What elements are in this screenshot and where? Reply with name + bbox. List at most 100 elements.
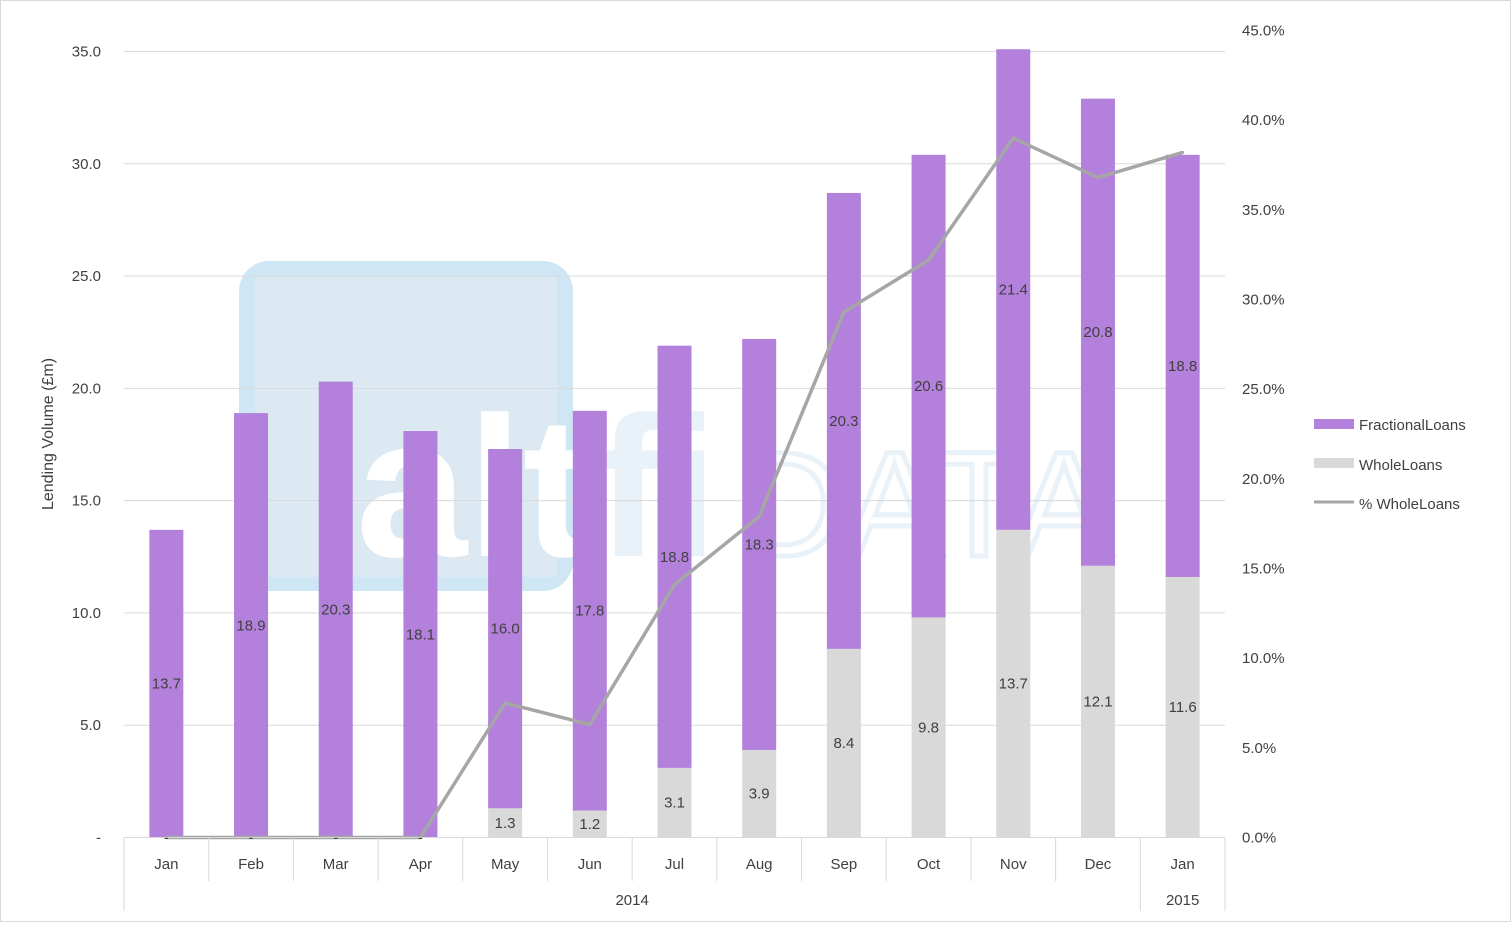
line-point-pct-wholeloans (927, 258, 931, 262)
y2-tick-label: 5.0% (1242, 740, 1276, 757)
bar-fractionalloans (149, 529, 184, 838)
y2-tick-label: 25.0% (1242, 381, 1285, 398)
x-tick-label: Jan (1171, 856, 1195, 873)
y-tick-label: 5.0 (80, 717, 101, 734)
bar-fractionalloans (1165, 154, 1200, 577)
bar-fractionalloans (403, 431, 438, 838)
bar-wholeloans (1080, 565, 1115, 838)
data-label-wholeloans: 1.2 (579, 816, 600, 833)
bar-fractionalloans (234, 413, 269, 838)
bar-wholeloans (1165, 576, 1200, 838)
x-tick-label: Aug (746, 856, 773, 873)
bar-wholeloans (572, 810, 607, 838)
legend-label-pct-whole: % WholeLoans (1359, 496, 1460, 513)
data-label-fractionalloans: 18.8 (1168, 358, 1197, 375)
line-point-pct-wholeloans (757, 514, 761, 518)
line-point-pct-wholeloans (1096, 176, 1100, 180)
line-point-pct-wholeloans (503, 701, 507, 705)
x-tick-label: Oct (917, 856, 941, 873)
legend: FractionalLoans WholeLoans % WholeLoans (1314, 417, 1466, 513)
y2-tick-label: 35.0% (1242, 202, 1285, 219)
bar-fractionalloans (911, 154, 946, 618)
y2-tick-label: 0.0% (1242, 830, 1276, 847)
legend-label-fractional: FractionalLoans (1359, 417, 1466, 434)
bar-wholeloans (657, 767, 692, 838)
data-label-fractionalloans: 18.1 (406, 626, 435, 643)
bar-wholeloans (996, 529, 1031, 838)
bar-fractionalloans (657, 345, 692, 768)
data-label-wholeloans: - (333, 830, 338, 847)
data-label-wholeloans: - (418, 830, 423, 847)
x-tick-label: Dec (1085, 856, 1112, 873)
y-tick-label: 30.0 (72, 156, 101, 173)
x-tick-label: Jun (578, 856, 602, 873)
data-label-wholeloans: 13.7 (999, 676, 1028, 693)
x-tick-label: Nov (1000, 856, 1027, 873)
y2-tick-label: 40.0% (1242, 112, 1285, 129)
line-point-pct-wholeloans (1011, 136, 1015, 140)
y2-tick-label: 20.0% (1242, 471, 1285, 488)
data-label-wholeloans: 9.8 (918, 719, 939, 736)
data-label-wholeloans: 12.1 (1083, 694, 1112, 711)
data-label-wholeloans: - (249, 830, 254, 847)
data-label-wholeloans: - (164, 830, 169, 847)
x-group-label: 2014 (615, 892, 648, 909)
data-label-fractionalloans: 18.8 (660, 549, 689, 566)
y2-tick-label: 15.0% (1242, 561, 1285, 578)
data-label-fractionalloans: 17.8 (575, 603, 604, 620)
data-label-fractionalloans: 13.7 (152, 676, 181, 693)
bar-fractionalloans (488, 448, 523, 809)
y-tick-label: - (96, 830, 101, 847)
data-label-wholeloans: 1.3 (495, 815, 516, 832)
y-tick-label: 10.0 (72, 605, 101, 622)
y2-tick-label: 45.0% (1242, 23, 1285, 40)
data-label-wholeloans: 8.4 (833, 735, 854, 752)
x-tick-label: Apr (409, 856, 432, 873)
svg-text:alt: alt (356, 376, 589, 599)
bar-wholeloans (742, 749, 777, 838)
x-tick-label: May (491, 856, 520, 873)
data-label-fractionalloans: 20.6 (914, 378, 943, 395)
data-label-fractionalloans: 20.8 (1083, 324, 1112, 341)
x-tick-label: Jul (665, 856, 684, 873)
y-tick-label: 35.0 (72, 44, 101, 61)
legend-label-whole: WholeLoans (1359, 457, 1442, 474)
y2-tick-label: 30.0% (1242, 292, 1285, 309)
data-label-fractionalloans: 20.3 (321, 602, 350, 619)
data-label-fractionalloans: 16.0 (491, 621, 520, 638)
x-tick-label: Mar (323, 856, 349, 873)
data-label-fractionalloans: 21.4 (999, 282, 1028, 299)
bar-wholeloans (826, 648, 861, 838)
y-axis-title: Lending Volume (£m) (40, 358, 57, 510)
bar-fractionalloans (996, 49, 1031, 530)
data-label-wholeloans: 3.1 (664, 795, 685, 812)
svg-text:fi: fi (596, 376, 718, 599)
line-point-pct-wholeloans (842, 310, 846, 314)
bar-fractionalloans (318, 381, 353, 838)
bar-fractionalloans (742, 338, 777, 750)
legend-swatch-whole (1314, 458, 1354, 468)
x-tick-label: Jan (154, 856, 178, 873)
legend-swatch-fractional (1314, 419, 1354, 429)
data-label-wholeloans: 11.6 (1169, 699, 1197, 716)
line-point-pct-wholeloans (673, 583, 676, 587)
y-tick-label: 25.0 (72, 268, 101, 285)
data-label-fractionalloans: 18.3 (745, 536, 774, 553)
x-tick-label: Sep (831, 856, 858, 873)
data-label-wholeloans: 3.9 (749, 786, 770, 803)
bar-fractionalloans (572, 410, 607, 811)
y-tick-label: 15.0 (72, 493, 101, 510)
data-label-fractionalloans: 20.3 (829, 413, 858, 430)
bar-fractionalloans (826, 192, 861, 649)
bar-wholeloans (488, 808, 523, 838)
x-group-label: 2015 (1166, 892, 1199, 909)
line-point-pct-wholeloans (1181, 150, 1185, 154)
line-point-pct-wholeloans (588, 723, 592, 727)
x-tick-label: Feb (238, 856, 264, 873)
y-tick-label: 20.0 (72, 380, 101, 397)
bar-wholeloans (911, 617, 946, 838)
y2-tick-label: 10.0% (1242, 650, 1285, 667)
data-label-fractionalloans: 18.9 (236, 617, 265, 634)
